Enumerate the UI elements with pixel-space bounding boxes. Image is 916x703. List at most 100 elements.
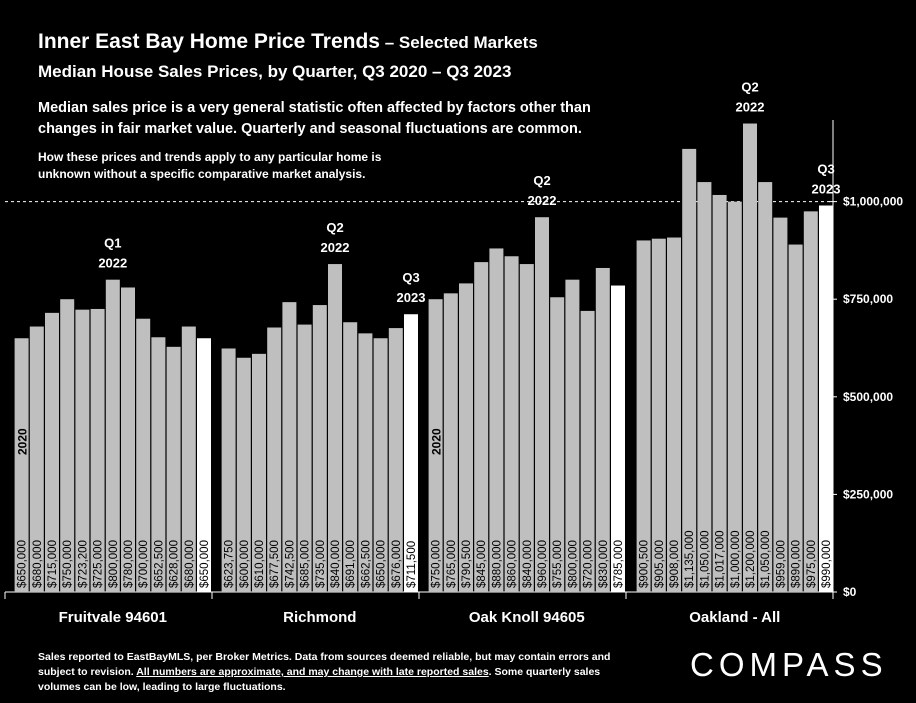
annotation-quarter: Q3 <box>402 270 419 285</box>
bar-value-label: $750,000 <box>62 540 74 588</box>
bar <box>611 285 625 592</box>
bar <box>312 305 327 592</box>
bar-value-label: $725,000 <box>93 540 105 588</box>
annotation-quarter: Q3 <box>817 162 834 177</box>
bar <box>236 357 251 592</box>
bar <box>60 299 75 592</box>
bar <box>474 262 489 592</box>
footnote-text-end: . Some quarterly sales volumes can be lo… <box>38 666 601 693</box>
bar-value-label: $905,000 <box>654 540 666 588</box>
bar <box>282 302 297 592</box>
bar-value-label: $691,000 <box>345 540 357 588</box>
bar-value-label: $1,050,000 <box>699 530 711 588</box>
bar <box>197 338 211 592</box>
annotation-quarter: Q2 <box>741 80 758 95</box>
source-footnote: Sales reported to EastBayMLS, per Broker… <box>38 650 638 695</box>
bar <box>343 322 358 592</box>
bar <box>519 264 534 592</box>
bar <box>181 326 196 592</box>
bar <box>404 314 418 592</box>
chart-subtitle: Median House Sales Prices, by Quarter, Q… <box>38 62 512 81</box>
bar <box>45 312 59 592</box>
bar-value-label: $742,500 <box>284 540 296 588</box>
bar <box>727 201 742 592</box>
bar <box>819 205 833 592</box>
bar-value-label: $975,000 <box>806 540 818 588</box>
bar-value-label: $845,000 <box>476 540 488 588</box>
bar <box>595 267 610 592</box>
bar <box>428 299 443 592</box>
bar <box>29 326 44 592</box>
start-year-label: 2020 <box>16 428 30 455</box>
bar-value-label: $1,017,000 <box>715 530 727 588</box>
bar <box>252 353 266 592</box>
bar-value-label: $700,000 <box>138 540 150 588</box>
bar <box>803 211 818 593</box>
bar-value-label: $723,200 <box>77 540 89 588</box>
annotation-year: 2022 <box>736 100 765 115</box>
group-label: Oakland - All <box>689 609 780 626</box>
annotation-year: 2022 <box>321 240 350 255</box>
bar <box>788 244 803 592</box>
start-year-label: 2020 <box>430 428 444 455</box>
y-tick-label: $750,000 <box>843 292 893 306</box>
bar-value-label: $840,000 <box>330 540 342 588</box>
bar-value-label: $610,000 <box>254 540 266 588</box>
group-label: Oak Knoll 94605 <box>469 609 585 626</box>
annotation-year: 2022 <box>98 256 127 271</box>
note-primary: Median sales price is a very general sta… <box>38 100 591 137</box>
bar-value-label: $1,135,000 <box>684 530 696 588</box>
bar <box>136 318 151 592</box>
bar-value-label: $680,000 <box>184 540 196 588</box>
bar-value-label: $715,000 <box>47 540 59 588</box>
bar-value-label: $628,000 <box>169 540 181 588</box>
bar-value-label: $735,000 <box>315 540 327 588</box>
bar <box>712 194 727 592</box>
bar-value-label: $650,000 <box>17 540 29 588</box>
bar-value-label: $790,500 <box>461 540 473 588</box>
annotation-quarter: Q1 <box>104 236 121 251</box>
bar-value-label: $600,000 <box>239 540 251 588</box>
bar <box>550 297 565 592</box>
bar-value-label: $908,000 <box>669 540 681 588</box>
group-label: Fruitvale 94601 <box>59 609 167 626</box>
annotation-quarter: Q2 <box>533 173 550 188</box>
bar-value-label: $800,000 <box>567 540 579 588</box>
bar <box>105 279 120 592</box>
bar-value-label: $800,000 <box>108 540 120 588</box>
bar-value-label: $652,500 <box>153 540 165 588</box>
bar <box>773 217 788 593</box>
bar <box>166 346 181 592</box>
note-secondary: How these prices and trends apply to any… <box>38 150 382 181</box>
bar-value-label: $677,500 <box>269 540 281 588</box>
bar <box>121 287 135 592</box>
bar-value-label: $750,000 <box>431 540 443 588</box>
bar-value-label: $676,000 <box>391 540 403 588</box>
bar-value-label: $880,000 <box>491 540 503 588</box>
bar <box>697 182 712 592</box>
bar <box>443 293 458 592</box>
bar <box>267 327 282 592</box>
annotation-year: 2023 <box>397 290 426 305</box>
bar-value-label: $765,000 <box>446 540 458 588</box>
bar-value-label: $623,750 <box>224 540 236 588</box>
bar-value-label: $860,000 <box>507 540 519 588</box>
bar-value-label: $755,000 <box>552 540 564 588</box>
bar <box>758 182 773 592</box>
bar <box>504 256 519 592</box>
annotation-year: 2022 <box>528 193 557 208</box>
bar-value-label: $1,200,000 <box>745 530 757 588</box>
bar <box>90 308 105 592</box>
bar-value-label: $650,000 <box>199 540 211 588</box>
footnote-text: Sales reported to EastBayMLS, per Broker… <box>38 651 611 678</box>
bar-value-label: $1,050,000 <box>760 530 772 588</box>
bar <box>682 148 697 592</box>
chart-title: Inner East Bay Home Price Trends – Selec… <box>38 30 538 54</box>
bar <box>75 309 90 592</box>
bar <box>459 283 473 592</box>
footnote-underlined: All numbers are approximate, and may cha… <box>136 666 489 678</box>
bar <box>651 238 666 593</box>
bar-value-label: $780,000 <box>123 540 135 588</box>
bar-value-label: $720,000 <box>583 540 595 588</box>
bar-value-label: $650,000 <box>376 540 388 588</box>
